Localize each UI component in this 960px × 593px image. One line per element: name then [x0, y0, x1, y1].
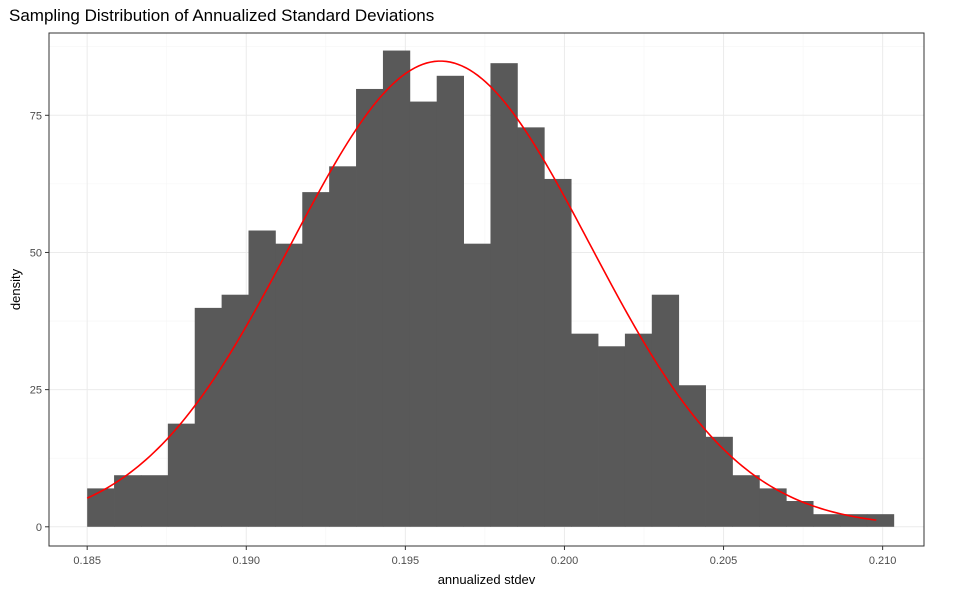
x-tick-label: 0.200 [551, 555, 579, 567]
x-tick-label: 0.195 [392, 555, 420, 567]
histogram-bar [678, 385, 706, 527]
x-tick-label: 0.190 [233, 555, 261, 567]
ticks-layer: 0.185 0.190 0.195 0.200 0.205 0.210 0 25 50 75 [30, 110, 897, 567]
y-tick-label: 25 [30, 385, 42, 397]
histogram-bar [436, 75, 464, 527]
histogram-bar [167, 423, 196, 527]
histogram-bar [114, 475, 142, 527]
chart-title: Sampling Distribution of Annualized Stan… [9, 6, 435, 25]
histogram-bar [705, 436, 733, 527]
x-axis-title: annualized stdev [438, 572, 536, 587]
histogram-bar [382, 50, 411, 527]
x-tick-label: 0.185 [73, 555, 101, 567]
histogram-bar [140, 475, 169, 527]
histogram-bar [866, 514, 895, 527]
histogram-bar [759, 488, 787, 527]
x-tick-label: 0.210 [869, 555, 897, 567]
histogram-bar [87, 488, 115, 527]
histogram-bar [517, 127, 545, 527]
histogram-bar [571, 333, 599, 527]
histogram-bar [248, 230, 276, 527]
histogram-bar [598, 346, 626, 527]
y-tick-label: 75 [30, 110, 42, 122]
density-curve-line [86, 60, 877, 521]
histogram-bar [194, 307, 223, 527]
histogram-bar [490, 63, 518, 527]
y-tick-label: 0 [36, 522, 42, 534]
density-curve-layer [86, 60, 877, 521]
histogram-bar [356, 88, 384, 527]
histogram-bar [732, 475, 760, 527]
histogram-bar [302, 192, 330, 527]
histogram-bar [409, 101, 438, 527]
histogram-bar [651, 294, 680, 527]
bars-layer [87, 50, 895, 527]
panel-border [48, 32, 925, 547]
histogram-bar [463, 243, 491, 527]
histogram-bar [329, 166, 357, 527]
y-tick-label: 50 [30, 247, 42, 259]
histogram-bar [813, 514, 841, 527]
y-axis-title: density [8, 268, 23, 310]
histogram-bar [544, 178, 572, 527]
x-tick-label: 0.205 [710, 555, 738, 567]
histogram-bar [221, 294, 249, 527]
histogram-bar [275, 243, 303, 527]
histogram-bar [624, 333, 653, 527]
